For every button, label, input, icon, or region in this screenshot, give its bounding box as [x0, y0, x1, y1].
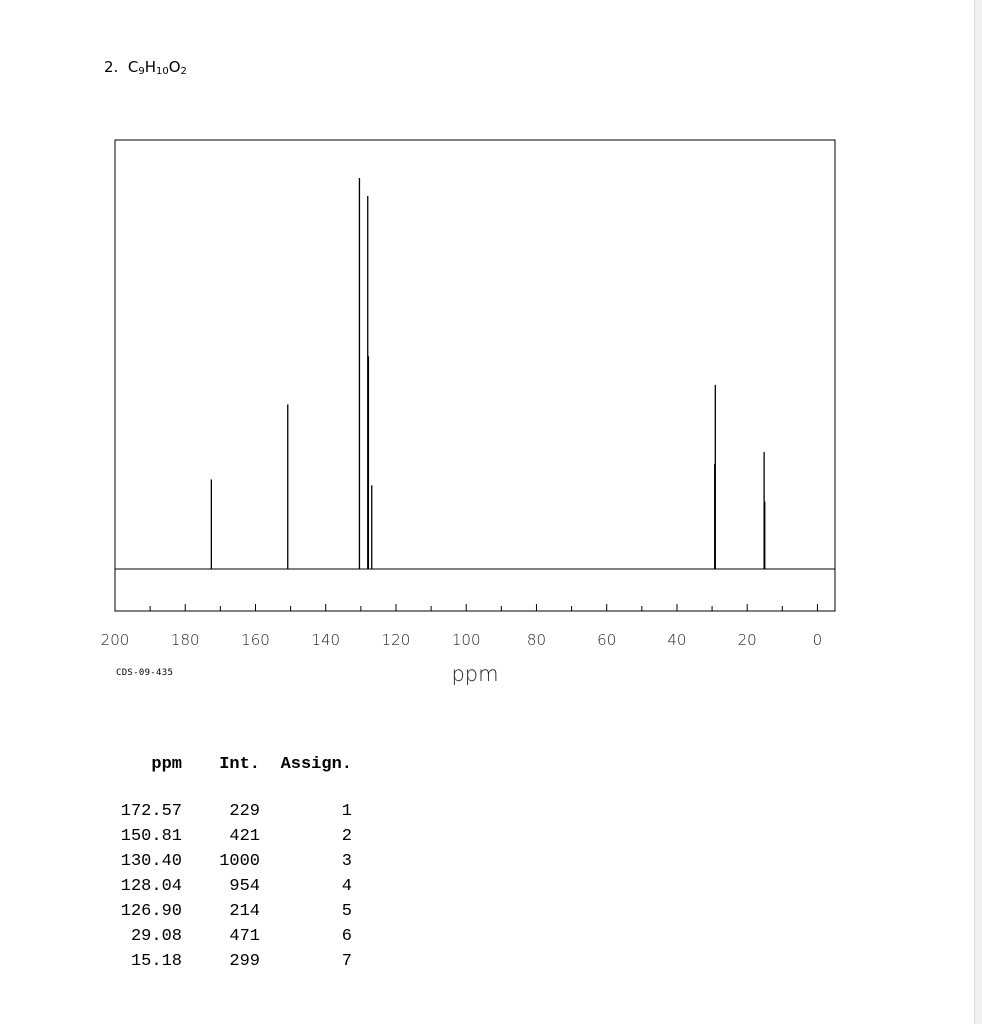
x-tick-label: 20	[738, 631, 757, 649]
plot-frame	[114, 139, 836, 612]
cell-int: 421	[229, 827, 260, 846]
cell-assign: 5	[341, 902, 352, 921]
x-tick-label: 120	[382, 631, 411, 649]
table-row: 150.81 421 2	[100, 824, 352, 849]
table-row: 172.57 229 1	[100, 799, 352, 824]
x-tick-label: 180	[171, 631, 200, 649]
formula-element: H	[144, 58, 156, 76]
cell-ppm: 130.40	[120, 852, 182, 871]
cell-int: 471	[229, 927, 260, 946]
x-tick-label: 160	[241, 631, 270, 649]
cell-ppm: 126.90	[120, 902, 182, 921]
problem-number: 2.	[104, 58, 119, 76]
cell-assign: 2	[341, 827, 352, 846]
header-int: Int.	[219, 755, 260, 774]
scrollbar-track[interactable]	[974, 0, 982, 1024]
table-row: 128.04 954 4	[100, 874, 352, 899]
cell-assign: 1	[341, 802, 352, 821]
cell-int: 229	[229, 802, 260, 821]
cell-assign: 7	[341, 952, 352, 971]
peak-table: ppm Int. Assign. 172.57 229 1 150.81 421 2 130…	[100, 752, 352, 974]
cell-assign: 6	[341, 927, 352, 946]
x-tick-label: 0	[813, 631, 823, 649]
problem-title: 2. C9H10O2	[104, 58, 187, 77]
cell-ppm: 172.57	[120, 802, 182, 821]
formula-element: O	[168, 58, 181, 76]
cell-int: 1000	[219, 852, 260, 871]
x-axis-label: ppm	[451, 662, 498, 686]
cell-int: 214	[229, 902, 260, 921]
cell-ppm: 150.81	[120, 827, 182, 846]
x-tick-label: 140	[311, 631, 340, 649]
table-header-row: ppm Int. Assign.	[100, 752, 352, 777]
peak-group	[210, 178, 766, 569]
cell-int: 954	[229, 877, 260, 896]
x-tick-label: 100	[452, 631, 481, 649]
nmr-spectrum-chart: 200 180 160 140 120 100 80 60 40 20 0 ppm	[101, 139, 836, 686]
formula-subscript: 10	[156, 66, 169, 77]
peak-table-body: 172.57 229 1 150.81 421 2 130.40 1000 3 128.04 954…	[100, 777, 352, 974]
formula-subscript: 2	[180, 66, 187, 77]
table-row: 15.18 299 7	[100, 949, 352, 974]
cell-int: 299	[229, 952, 260, 971]
x-tick-label: 80	[527, 631, 546, 649]
cell-ppm: 15.18	[130, 952, 182, 971]
formula-element: C	[127, 58, 139, 76]
formula-subscript: 9	[138, 66, 145, 77]
cell-ppm: 128.04	[120, 877, 182, 896]
table-row: 126.90 214 5	[100, 899, 352, 924]
molecular-formula: C9H10O2	[127, 58, 187, 77]
cell-ppm: 29.08	[130, 927, 182, 946]
table-row: 130.40 1000 3	[100, 849, 352, 874]
header-ppm: ppm	[151, 755, 182, 774]
header-assign: Assign.	[280, 755, 352, 774]
x-tick-label: 40	[667, 631, 686, 649]
x-axis-tick-labels: 200 180 160 140 120 100 80 60 40 20 0	[101, 631, 823, 649]
cell-assign: 4	[341, 877, 352, 896]
x-tick-label: 60	[597, 631, 616, 649]
cell-assign: 3	[341, 852, 352, 871]
x-axis-ticks	[114, 604, 818, 611]
table-row: 29.08 471 6	[100, 924, 352, 949]
x-tick-label: 200	[101, 631, 130, 649]
spectrum-code: CDS-09-435	[116, 668, 174, 678]
